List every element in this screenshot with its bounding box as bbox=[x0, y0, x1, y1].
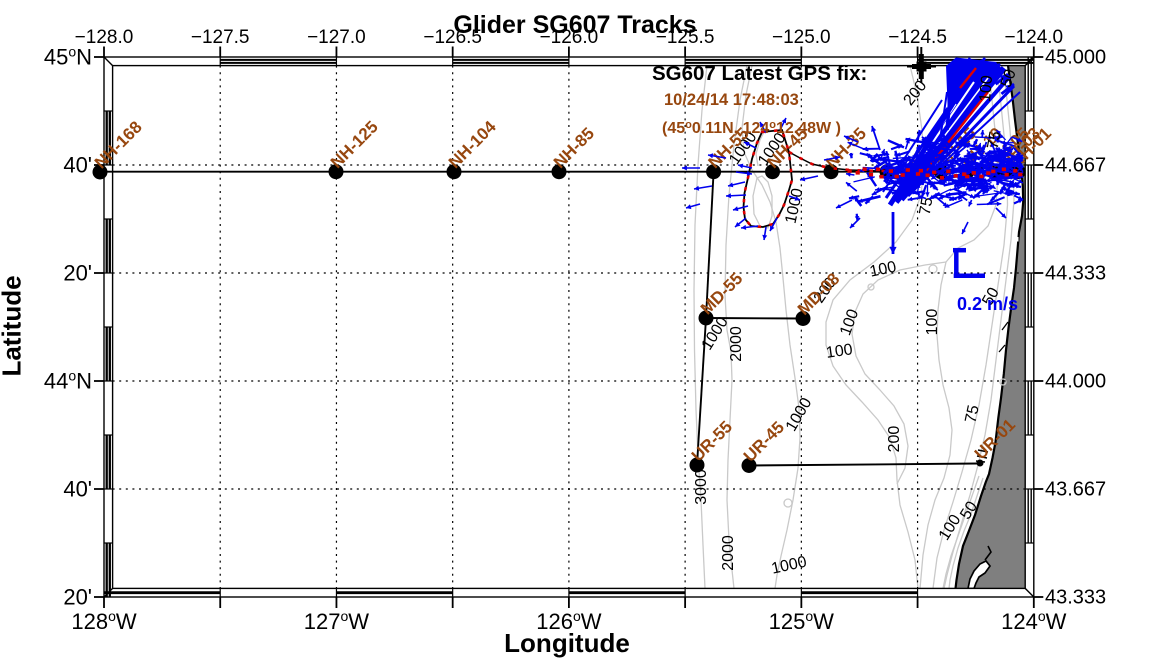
svg-text:−124.0: −124.0 bbox=[1004, 27, 1063, 48]
svg-text:100: 100 bbox=[977, 74, 996, 102]
svg-text:−125.0: −125.0 bbox=[772, 27, 831, 48]
svg-text:3000: 3000 bbox=[693, 469, 710, 505]
svg-text:50: 50 bbox=[998, 67, 1020, 90]
svg-text:50: 50 bbox=[979, 285, 1003, 309]
svg-text:44oN: 44oN bbox=[44, 368, 92, 394]
svg-text:50: 50 bbox=[957, 498, 981, 522]
svg-text:45oN: 45oN bbox=[44, 44, 92, 70]
svg-text:43.667: 43.667 bbox=[1045, 479, 1106, 501]
svg-text:Latitude: Latitude bbox=[0, 275, 27, 376]
svg-text:100: 100 bbox=[868, 258, 898, 280]
svg-text:−128.0: −128.0 bbox=[75, 27, 134, 48]
svg-text:(45o0.11N, 124o12.48W ): (45o0.11N, 124o12.48W ) bbox=[662, 119, 841, 137]
svg-text:2000: 2000 bbox=[728, 326, 745, 362]
svg-text:−127.0: −127.0 bbox=[307, 27, 366, 48]
svg-text:124oW: 124oW bbox=[1001, 608, 1067, 634]
svg-text:−126.0: −126.0 bbox=[540, 27, 599, 48]
svg-text:−124.5: −124.5 bbox=[888, 27, 947, 48]
svg-text:2000: 2000 bbox=[720, 535, 737, 571]
svg-text:Longitude: Longitude bbox=[504, 628, 630, 658]
svg-text:Glider SG607 Tracks: Glider SG607 Tracks bbox=[453, 11, 696, 39]
svg-text:126oW: 126oW bbox=[536, 608, 602, 634]
svg-text:100: 100 bbox=[924, 309, 941, 336]
svg-text:75: 75 bbox=[962, 403, 982, 424]
svg-text:20': 20' bbox=[63, 261, 92, 286]
svg-text:43.333: 43.333 bbox=[1045, 587, 1106, 609]
svg-text:10/24/14 17:48:03: 10/24/14 17:48:03 bbox=[664, 91, 799, 109]
svg-text:100: 100 bbox=[825, 341, 854, 362]
svg-text:44.667: 44.667 bbox=[1045, 155, 1106, 177]
svg-text:128oW: 128oW bbox=[71, 608, 137, 634]
svg-text:SG607 Latest GPS fix:: SG607 Latest GPS fix: bbox=[652, 62, 867, 85]
svg-text:75: 75 bbox=[917, 196, 937, 217]
svg-text:−125.5: −125.5 bbox=[656, 27, 715, 48]
svg-text:125oW: 125oW bbox=[769, 608, 835, 634]
svg-text:44.333: 44.333 bbox=[1045, 263, 1106, 285]
svg-text:40': 40' bbox=[63, 153, 92, 178]
svg-text:127oW: 127oW bbox=[304, 608, 370, 634]
svg-text:44.000: 44.000 bbox=[1045, 371, 1106, 393]
svg-text:45.000: 45.000 bbox=[1045, 47, 1106, 69]
svg-text:75: 75 bbox=[985, 130, 1005, 151]
svg-text:200: 200 bbox=[886, 426, 903, 453]
svg-text:−126.5: −126.5 bbox=[423, 27, 482, 48]
svg-text:40': 40' bbox=[63, 477, 92, 502]
svg-text:0.2 m/s: 0.2 m/s bbox=[957, 294, 1018, 314]
svg-text:−127.5: −127.5 bbox=[191, 27, 250, 48]
svg-text:20': 20' bbox=[63, 585, 92, 610]
